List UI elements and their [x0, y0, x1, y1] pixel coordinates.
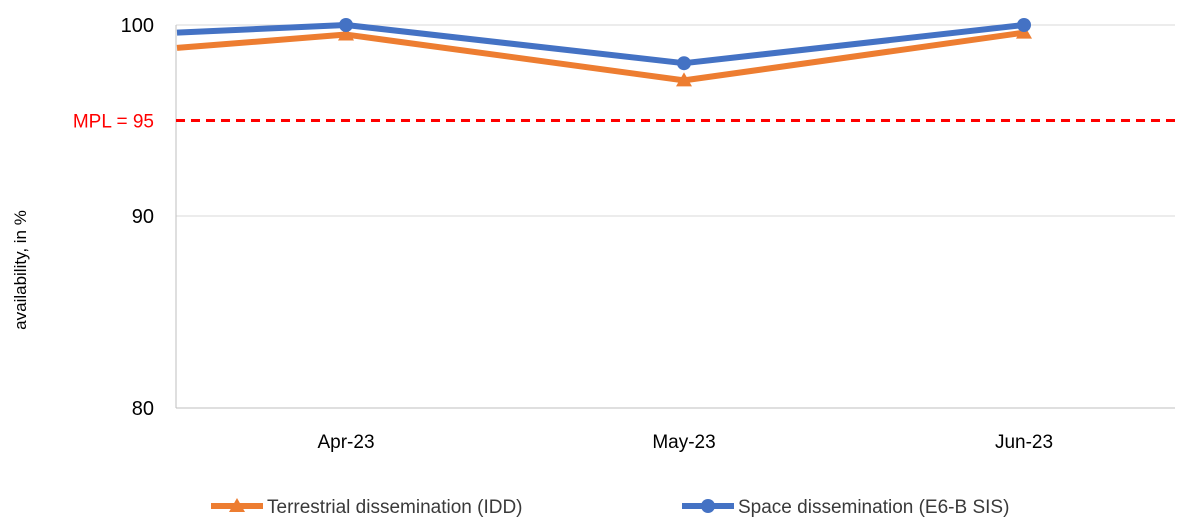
legend-label: Space dissemination (E6-B SIS): [738, 497, 1009, 518]
legend-item: Space dissemination (E6-B SIS): [682, 497, 1009, 518]
y-tick-labels: 80 90 100: [121, 15, 154, 420]
x-tick-label: Apr-23: [317, 432, 374, 453]
legend-label: Terrestrial dissemination (IDD): [267, 497, 523, 518]
x-tick-label: May-23: [652, 432, 715, 453]
triangle-marker-icon: [229, 498, 245, 512]
data-point: [1017, 18, 1031, 32]
series-space-e6b-sis: [176, 18, 1031, 71]
y-tick-label: 80: [132, 398, 154, 420]
y-axis-title: availability, in %: [11, 210, 30, 330]
series-line: [176, 29, 1025, 84]
y-tick-label: 90: [132, 206, 154, 228]
series: [176, 18, 1032, 87]
x-tick-label: Jun-23: [995, 432, 1053, 453]
annotations: MPL = 95: [73, 112, 1175, 133]
circle-marker-icon: [701, 499, 715, 513]
data-point: [676, 72, 692, 87]
legend: Terrestrial dissemination (IDD) Space dis…: [211, 497, 1009, 518]
series-line: [176, 22, 1025, 67]
x-tick-labels: Apr-23 May-23 Jun-23: [317, 432, 1053, 453]
data-point: [339, 18, 353, 32]
axes: [175, 25, 1175, 409]
series-terrestrial-idd: [176, 24, 1032, 87]
legend-item: Terrestrial dissemination (IDD): [211, 497, 523, 518]
y-tick-label: 100: [121, 15, 154, 37]
data-point: [677, 56, 691, 71]
data-point: [338, 26, 354, 41]
mpl-threshold-label: MPL = 95: [73, 112, 154, 133]
